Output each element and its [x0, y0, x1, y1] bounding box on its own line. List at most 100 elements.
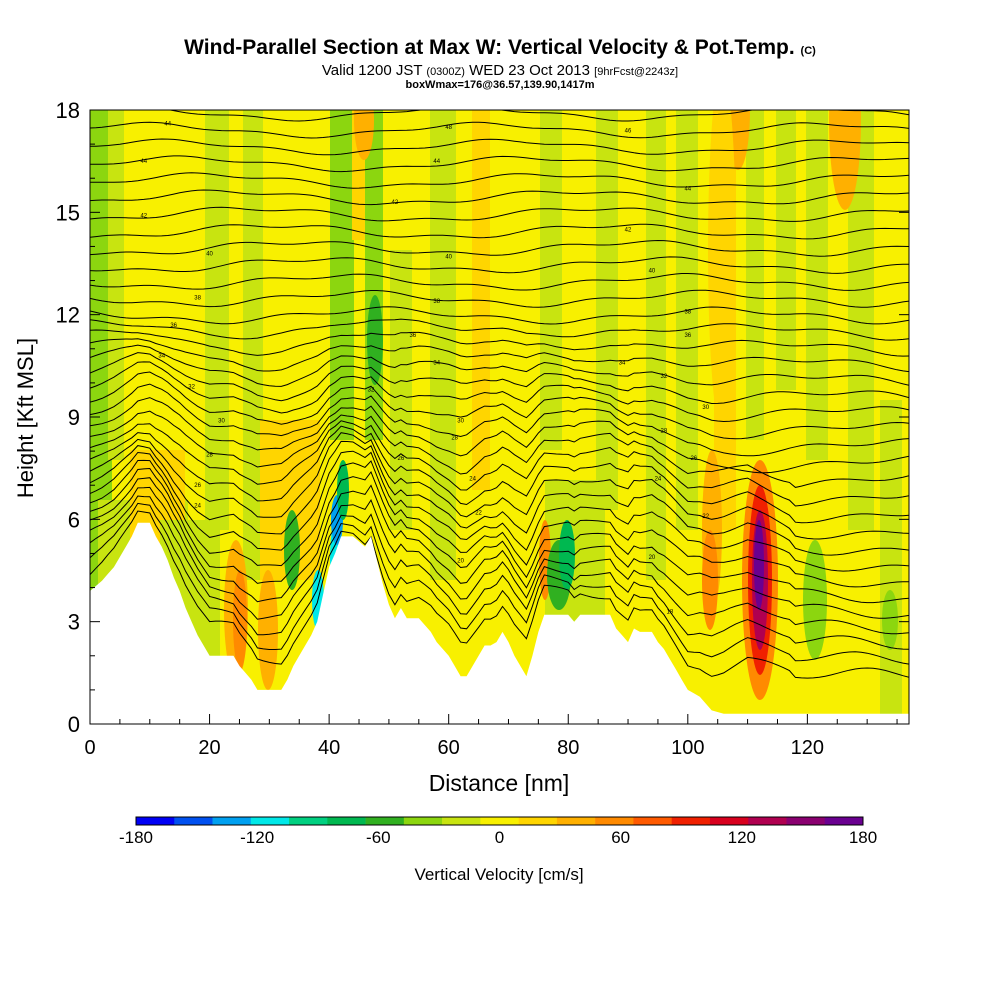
- title-main: Wind-Parallel Section at Max W: Vertical…: [184, 36, 795, 59]
- isentrope-line: [90, 256, 909, 274]
- velocity-core: [754, 520, 764, 610]
- x-tick-label: 20: [198, 737, 220, 759]
- contour-label: 34: [619, 360, 626, 366]
- velocity-core: [702, 530, 718, 630]
- velocity-band: [108, 110, 124, 460]
- contour-label: 30: [702, 405, 709, 411]
- x-tick-label: 60: [438, 737, 460, 759]
- colorbar-swatch: [824, 817, 864, 825]
- contour-label: 32: [661, 374, 668, 380]
- contour-label: 36: [170, 323, 177, 329]
- velocity-band: [540, 110, 562, 450]
- contour-label: 18: [667, 609, 674, 615]
- colorbar-tick-label: -180: [119, 828, 153, 847]
- isentrope-line: [90, 121, 909, 139]
- isentrope-contours: [90, 90, 909, 679]
- boxwmax-label: boxWmax=176@36.57,139.90,1417m: [405, 79, 595, 91]
- x-tick-label: 120: [791, 737, 824, 759]
- contour-label: 38: [433, 299, 440, 305]
- colorbar-swatch: [403, 817, 443, 825]
- y-tick-label: 9: [68, 405, 80, 430]
- chart-title: Wind-Parallel Section at Max W: Vertical…: [0, 36, 1000, 63]
- terrain-mask: [90, 522, 909, 724]
- isentrope-line: [90, 477, 909, 619]
- colorbar-swatch: [595, 817, 634, 825]
- colorbar-tick-label: -120: [240, 828, 274, 847]
- velocity-band: [676, 110, 698, 530]
- colorbar-swatch: [174, 817, 213, 825]
- y-tick-label: 18: [56, 98, 80, 123]
- contour-label: 34: [158, 354, 165, 360]
- isentrope-line: [90, 306, 909, 325]
- contour-label: 36: [684, 333, 691, 339]
- x-axis-label: Distance [nm]: [429, 770, 570, 796]
- contour-label: 40: [206, 251, 213, 257]
- isentrope-line: [90, 155, 909, 173]
- contour-label: 26: [690, 456, 697, 462]
- x-tick-label: 80: [557, 737, 579, 759]
- y-tick-label: 15: [56, 200, 80, 225]
- contour-label: 34: [433, 360, 440, 366]
- isentrope-line: [90, 273, 909, 291]
- contour-label: 32: [368, 388, 375, 394]
- isentrope-line: [90, 110, 909, 122]
- contour-label: 38: [684, 309, 691, 315]
- velocity-core: [803, 540, 827, 660]
- colorbar-swatch: [709, 817, 749, 825]
- contour-label: 24: [469, 476, 476, 482]
- velocity-band: [746, 110, 764, 440]
- isentrope-line: [90, 510, 909, 679]
- isentrope-line: [90, 440, 909, 556]
- isentrope-line: [90, 352, 909, 405]
- colorbar-swatch: [556, 817, 596, 825]
- colorbar-swatch: [633, 817, 672, 825]
- isentrope-line: [90, 410, 909, 488]
- colorbar-tick-label: -60: [366, 828, 391, 847]
- colorbar-label: Vertical Velocity [cm/s]: [414, 865, 583, 884]
- contour-label: 28: [451, 435, 458, 441]
- isentrope-line: [90, 495, 909, 650]
- velocity-core: [258, 570, 278, 690]
- x-tick-label: 100: [671, 737, 704, 759]
- contour-label: 28: [661, 429, 668, 435]
- subtitle-forecast: [9hrFcst@2243z]: [594, 66, 679, 78]
- velocity-band: [430, 110, 456, 580]
- contour-label: 26: [398, 456, 405, 462]
- contour-label: 22: [702, 514, 709, 520]
- contour-label: 44: [684, 186, 691, 192]
- isentrope-line: [90, 459, 909, 588]
- contour-label: 42: [625, 227, 632, 233]
- isentrope-line: [90, 361, 909, 423]
- contour-label: 42: [140, 214, 147, 220]
- isentrope-line: [90, 383, 909, 457]
- isentrope-line: [90, 189, 909, 206]
- isentrope-line: [90, 338, 909, 373]
- x-tick-label: 40: [318, 737, 340, 759]
- isentrope-line: [90, 425, 909, 524]
- velocity-core: [367, 295, 383, 385]
- contour-label: 30: [218, 418, 225, 424]
- y-axis-label: Height [Kft MSL]: [13, 338, 38, 498]
- isentrope-line: [90, 397, 909, 474]
- contour-labels: 44 44 42 40 38 36 34 32 30 28 26 24 48 44 42 40 38 36 34 32…: [140, 122, 709, 616]
- contour-label: 22: [475, 511, 482, 517]
- contour-label: 46: [625, 128, 632, 134]
- colorbar-tick-label: 0: [495, 828, 504, 847]
- isentrope-line: [90, 90, 909, 105]
- title-mark: (C): [800, 45, 816, 57]
- colorbar-swatch: [748, 817, 787, 825]
- isentrope-line: [90, 318, 909, 341]
- y-tick-label: 3: [68, 610, 80, 635]
- contour-label: 36: [409, 333, 416, 339]
- subtitle-utc: (0300Z): [426, 66, 465, 78]
- chart-subtitle: Valid 1200 JST (0300Z) WED 23 Oct 2013 […: [0, 63, 1000, 80]
- colorbar-swatch: [365, 817, 405, 825]
- isentrope-line: [90, 420, 909, 507]
- subtitle-date: WED 23 Oct 2013: [469, 62, 590, 79]
- chart-title-block: Wind-Parallel Section at Max W: Vertical…: [0, 36, 1000, 91]
- isentrope-line: [90, 289, 909, 308]
- colorbar-swatch: [212, 817, 252, 825]
- isentrope-line: [90, 371, 909, 440]
